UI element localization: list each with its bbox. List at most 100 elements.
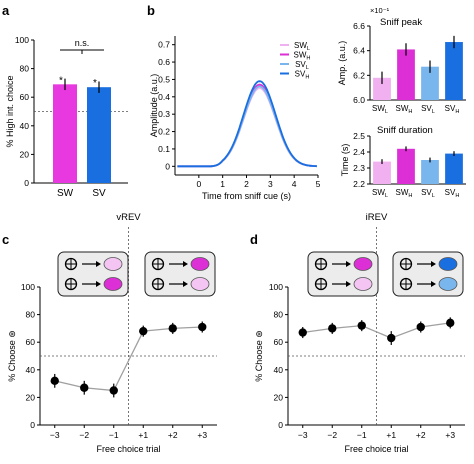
panel-b-x-tick-label: 0 — [196, 179, 201, 189]
panel-b-trace-sw-l — [177, 87, 317, 168]
panel-d-series-line — [302, 322, 451, 339]
arrow-head-icon — [183, 281, 188, 287]
panel-c-y-tick-label: 80 — [26, 310, 36, 320]
panel-bdur-x-label-base: SV — [445, 188, 456, 197]
panel-d-data-point — [416, 322, 425, 332]
panel-a-y-label: % High int. choice — [5, 75, 15, 147]
panel-c-y-tick-label: 40 — [26, 365, 36, 375]
panel-c-data-point — [168, 324, 177, 333]
panel-bdur-x-label-subscript: L — [385, 193, 388, 199]
panel-b-trace-sv-h — [177, 80, 317, 168]
panel-b-legend-label: SVH — [295, 70, 310, 81]
wheel-icon: ⊛ — [254, 330, 264, 338]
panel-letter-d: d — [250, 232, 258, 247]
panel-bdur-bar — [445, 153, 463, 184]
panel-d-x-tick-label: +3 — [445, 430, 455, 440]
panel-a-bar-chart: 0 20 40 60 80 100 * SW * SV n.s. % High int. choice — [5, 35, 128, 199]
wheel-icon: ⊛ — [7, 330, 17, 338]
panel-bpeak-x-label-subscript: H — [455, 109, 459, 115]
wheel-icon — [64, 257, 78, 271]
panel-bdur-x-label: SWH — [396, 188, 413, 199]
panel-b-y-tick-label: 0.2 — [158, 127, 170, 137]
panel-d-y-tick-label: 20 — [274, 392, 284, 402]
panel-d-data-point — [298, 328, 307, 337]
panel-c-data-point — [50, 376, 59, 386]
panel-d-x-tick-label: −3 — [298, 430, 308, 440]
arrow-head-icon — [96, 281, 101, 287]
panel-a-y-tick-label: 20 — [20, 149, 30, 159]
panel-bdur-y-tick-label: 2.2 — [353, 179, 365, 189]
panel-bpeak-x-label-subscript: H — [408, 109, 412, 115]
panel-c-series-line — [54, 326, 203, 392]
odor-blob-icon — [103, 257, 123, 271]
panel-c-x-tick-label: +3 — [197, 430, 207, 440]
panel-b-legend-label: SVL — [295, 60, 309, 71]
panel-a-significance-star: * — [59, 75, 63, 86]
panel-b-legend-label: SWL — [294, 41, 310, 52]
panel-b-x-tick-label: 4 — [292, 179, 297, 189]
panel-c-data-point — [139, 326, 148, 336]
panel-bpeak-x-label: SVL — [421, 104, 435, 115]
panel-a-bar-sv — [87, 87, 111, 183]
panel-b-legend-label-base: SW — [294, 41, 307, 50]
panel-a-bar-sw — [53, 84, 77, 183]
panel-bdur-x-label: SWL — [372, 188, 388, 199]
panel-b-sniff-traces: 00.10.20.30.40.50.60.70 1 2 3 4 5SWLSWHSVLSVH… — [149, 36, 321, 201]
panel-bpeak-y-tick-label: 6.0 — [353, 95, 365, 105]
panel-bdur-y-tick-label: 2.4 — [353, 147, 365, 157]
panel-b-y-tick-label: 0.1 — [158, 144, 170, 154]
panel-d-data-point — [387, 333, 396, 343]
odor-blob-icon — [438, 277, 458, 291]
panel-bpeak-x-label: SVH — [445, 104, 460, 115]
panel-b-y-tick-label: 0.4 — [158, 92, 170, 102]
panel-bpeak-y-tick-label: 6.4 — [353, 46, 365, 56]
panel-d-data-point — [446, 318, 455, 328]
panel-bpeak-x-label-base: SV — [445, 104, 456, 113]
panel-b-x-tick-label: 2 — [244, 179, 249, 189]
panel-c-vrev-chart: 0 20 40 60 80 100 −3 −2 −1 +1 +2 +3 vREV Free choice … — [7, 212, 217, 454]
panel-bpeak-y-tick-label: 6.2 — [353, 70, 365, 80]
panel-d-x-tick-label: +1 — [386, 430, 396, 440]
panel-c-y-tick-label: 20 — [26, 392, 36, 402]
panel-b-y-label: Amplitude (a.u.) — [149, 74, 159, 138]
scissors-icon — [64, 277, 78, 291]
wheel-icon — [151, 257, 165, 271]
panel-bpeak-x-label: SWH — [396, 104, 413, 115]
panel-a-y-tick-label: 40 — [20, 121, 30, 131]
panel-bdur-x-label-base: SV — [421, 188, 432, 197]
panel-c-y-tick-label: 0 — [30, 420, 35, 430]
odor-blob-icon — [190, 257, 210, 271]
panel-bpeak-x-label-base: SW — [396, 104, 409, 113]
arrow-head-icon — [183, 261, 188, 267]
panel-d-data-point — [328, 324, 337, 333]
odor-blob-icon — [353, 277, 373, 291]
panel-bpeak-bar — [445, 42, 463, 100]
panel-c-data-point — [198, 322, 207, 332]
panel-bdur-bar — [397, 148, 415, 184]
panel-c-data-point — [109, 386, 118, 395]
odor-blob-icon — [190, 277, 210, 291]
panel-c-x-tick-label: −2 — [79, 430, 89, 440]
panel-a-x-label: SW — [57, 188, 74, 199]
panel-b-legend-label: SWH — [294, 51, 311, 62]
panel-bdur-y-tick-label: 2.3 — [353, 163, 365, 173]
wheel-icon — [314, 257, 328, 271]
panel-d-y-tick-label: 40 — [274, 365, 284, 375]
panel-c-y-tick-label: 60 — [26, 337, 36, 347]
panel-bpeak-x-label-base: SV — [421, 104, 432, 113]
panel-a-y-tick-label: 60 — [20, 92, 30, 102]
panel-c-y-label-text: % Choose — [7, 338, 17, 382]
panel-b-trace-sv-l — [177, 85, 317, 168]
panel-c-y-label: % Choose ⊛ — [7, 330, 17, 382]
panel-bdur-bar — [373, 161, 391, 184]
panel-b-y-tick-label: 0.5 — [158, 74, 170, 84]
panel-bpeak-y-label: Amp. (a.u.) — [337, 41, 347, 86]
panel-bpeak-bar — [373, 77, 391, 100]
panel-a-y-tick-label: 80 — [20, 64, 30, 74]
panel-letter-a: a — [2, 3, 10, 18]
panel-b-x-tick-label: 3 — [268, 179, 273, 189]
panel-b-legend-label-subscript: H — [305, 75, 309, 81]
arrow-head-icon — [96, 261, 101, 267]
panel-d-x-tick-label: −2 — [327, 430, 337, 440]
